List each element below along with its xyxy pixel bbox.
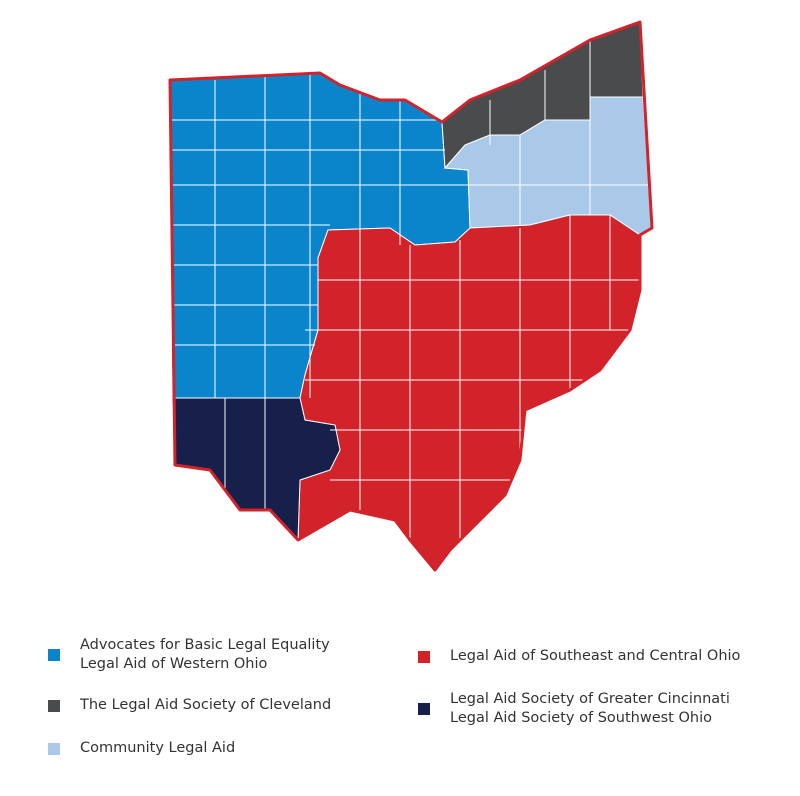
legend-label: The Legal Aid Society of Cleveland: [80, 697, 332, 713]
legend-swatch: [418, 703, 430, 715]
legend-item-western: Advocates for Basic Legal Equality Legal …: [48, 636, 330, 674]
legend-swatch: [418, 650, 430, 663]
legend-label: Community Legal Aid: [80, 740, 236, 756]
legend-label: Legal Aid Society of Southwest Ohio: [450, 710, 712, 726]
legend-item-southeast: Legal Aid of Southeast and Central Ohio: [418, 647, 740, 666]
legend-swatch: [48, 699, 60, 712]
legend-item-community: Community Legal Aid: [48, 739, 235, 758]
legend-swatch: [48, 649, 60, 661]
legend-label: Legal Aid Society of Greater Cincinnati: [450, 691, 730, 707]
legend-swatch: [48, 742, 60, 755]
state-border: [168, 20, 654, 572]
region-southeast: [297, 214, 641, 571]
county-lines: [170, 40, 650, 550]
legend-item-cleveland: The Legal Aid Society of Cleveland: [48, 696, 331, 715]
ohio-legal-aid-map: [168, 20, 654, 572]
legend-item-cincinnati: Legal Aid Society of Greater Cincinnati L…: [418, 690, 730, 728]
legend-label: Advocates for Basic Legal Equality: [80, 637, 330, 653]
legend-label: Legal Aid of Southeast and Central Ohio: [450, 648, 741, 664]
legend-label: Legal Aid of Western Ohio: [80, 656, 268, 672]
